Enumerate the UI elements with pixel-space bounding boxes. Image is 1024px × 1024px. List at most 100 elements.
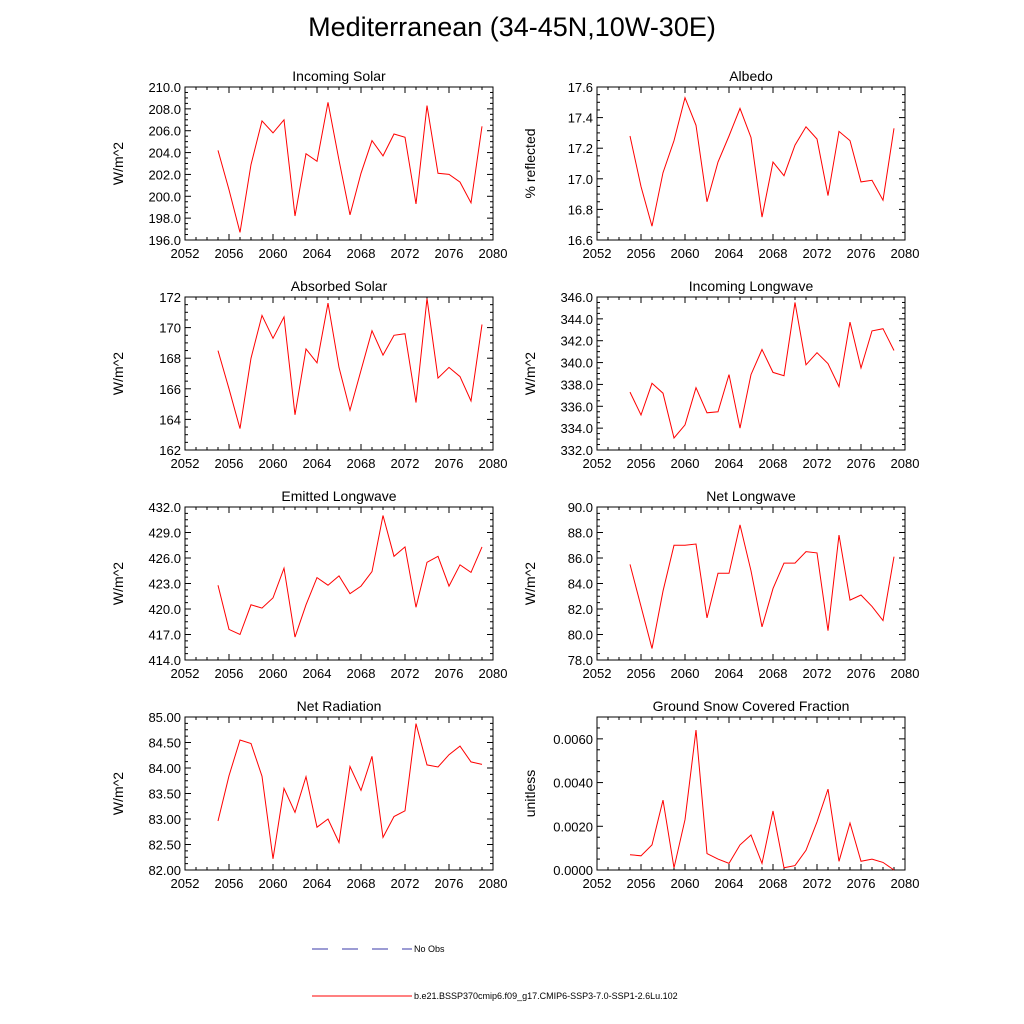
y-tick-label: 344.0: [560, 312, 593, 327]
y-tick-label: 80.0: [568, 628, 593, 643]
x-tick-label: 2072: [391, 246, 420, 261]
x-tick-label: 2068: [347, 246, 376, 261]
plot-frame: [596, 86, 906, 241]
x-tick-label: 2076: [435, 876, 464, 891]
y-tick-label: 88.0: [568, 526, 593, 541]
x-tick-label: 2052: [171, 246, 200, 261]
x-tick-label: 2060: [671, 876, 700, 891]
series-line: [217, 102, 483, 233]
x-tick-label: 2056: [627, 666, 656, 681]
series-line: [629, 96, 895, 227]
y-tick-label: 172: [159, 290, 181, 305]
y-tick-label: 78.0: [568, 653, 593, 668]
x-tick-label: 2060: [671, 456, 700, 471]
x-tick-label: 2072: [391, 456, 420, 471]
figure-title: Mediterranean (34-45N,10W-30E): [308, 12, 716, 42]
y-tick-label: 86.0: [568, 551, 593, 566]
x-tick-label: 2080: [891, 876, 920, 891]
x-tick-label: 2064: [715, 456, 744, 471]
x-tick-label: 2068: [759, 666, 788, 681]
panel-title: Emitted Longwave: [281, 488, 396, 504]
y-tick-label: 334.0: [560, 421, 593, 436]
y-tick-label: 17.4: [568, 111, 593, 126]
y-tick-label: 16.8: [568, 202, 593, 217]
x-tick-label: 2052: [171, 666, 200, 681]
x-tick-label: 2052: [583, 456, 612, 471]
x-tick-label: 2060: [671, 666, 700, 681]
panel-3: Absorbed Solar W/m^2 2052 2056 2060 2064 2068 2…: [110, 278, 507, 471]
x-tick-label: 2068: [347, 666, 376, 681]
x-tick-label: 2056: [215, 246, 244, 261]
y-tick-label: 208.0: [148, 102, 181, 117]
series-line: [217, 515, 483, 638]
y-axis-label: W/m^2: [110, 352, 126, 395]
x-tick-label: 2064: [715, 246, 744, 261]
x-tick-label: 2056: [627, 456, 656, 471]
x-tick-label: 2064: [303, 876, 332, 891]
y-tick-label: 83.00: [148, 812, 181, 827]
x-tick-label: 2080: [891, 456, 920, 471]
y-tick-label: 426.0: [148, 551, 181, 566]
x-tick-label: 2056: [627, 246, 656, 261]
y-tick-label: 168: [159, 351, 181, 366]
series-line: [217, 298, 483, 429]
y-tick-label: 84.0: [568, 577, 593, 592]
panel-4: Incoming Longwave W/m^2 2052 2056 2060 2064 20…: [522, 278, 919, 471]
y-tick-label: 170: [159, 321, 181, 336]
y-axis-label: W/m^2: [522, 562, 538, 605]
x-tick-label: 2052: [171, 456, 200, 471]
x-tick-label: 2072: [803, 456, 832, 471]
y-tick-label: 84.00: [148, 761, 181, 776]
y-tick-label: 17.2: [568, 141, 593, 156]
plot-frame: [596, 506, 906, 661]
x-tick-label: 2072: [391, 876, 420, 891]
x-tick-label: 2068: [347, 876, 376, 891]
y-axis-label: unitless: [522, 770, 538, 817]
y-tick-label: 429.0: [148, 526, 181, 541]
x-tick-label: 2060: [671, 246, 700, 261]
panel-title: Incoming Longwave: [689, 278, 814, 294]
series-line: [217, 723, 483, 859]
y-tick-label: 90.0: [568, 500, 593, 515]
x-tick-label: 2072: [391, 666, 420, 681]
panel-title: Absorbed Solar: [291, 278, 388, 294]
y-tick-label: 206.0: [148, 124, 181, 139]
x-tick-label: 2052: [583, 666, 612, 681]
plot-frame: [184, 296, 494, 451]
x-tick-label: 2060: [259, 456, 288, 471]
y-tick-label: 82.00: [148, 863, 181, 878]
y-tick-label: 164: [159, 412, 181, 427]
y-tick-label: 17.6: [568, 80, 593, 95]
x-tick-label: 2052: [583, 246, 612, 261]
panel-1: Incoming Solar W/m^2 2052 2056 2060 2064 2068 2…: [110, 68, 507, 261]
y-tick-label: 0.0060: [553, 732, 593, 747]
y-tick-label: 432.0: [148, 500, 181, 515]
x-tick-label: 2080: [891, 666, 920, 681]
x-tick-label: 2080: [891, 246, 920, 261]
x-tick-label: 2064: [715, 666, 744, 681]
x-tick-label: 2080: [479, 246, 508, 261]
y-tick-label: 196.0: [148, 233, 181, 248]
x-tick-label: 2064: [715, 876, 744, 891]
y-tick-label: 202.0: [148, 167, 181, 182]
y-axis-label: % reflected: [522, 128, 538, 198]
x-tick-label: 2064: [303, 456, 332, 471]
y-axis-label: W/m^2: [110, 772, 126, 815]
y-tick-label: 338.0: [560, 377, 593, 392]
x-tick-label: 2080: [479, 456, 508, 471]
x-tick-label: 2068: [759, 456, 788, 471]
y-tick-label: 16.6: [568, 233, 593, 248]
y-tick-label: 423.0: [148, 577, 181, 592]
panel-8: Ground Snow Covered Fraction unitless 2052…: [522, 698, 919, 891]
y-tick-label: 0.0040: [553, 776, 593, 791]
y-axis-label: W/m^2: [110, 142, 126, 185]
x-tick-label: 2076: [847, 876, 876, 891]
panel-2: Albedo % reflected 2052 2056 2060 2064 2068 207…: [522, 68, 919, 261]
x-tick-label: 2056: [215, 876, 244, 891]
x-tick-label: 2076: [847, 456, 876, 471]
plot-frame: [184, 506, 494, 661]
y-tick-label: 166: [159, 382, 181, 397]
y-tick-label: 0.0000: [553, 863, 593, 878]
y-tick-label: 420.0: [148, 602, 181, 617]
x-tick-label: 2060: [259, 666, 288, 681]
